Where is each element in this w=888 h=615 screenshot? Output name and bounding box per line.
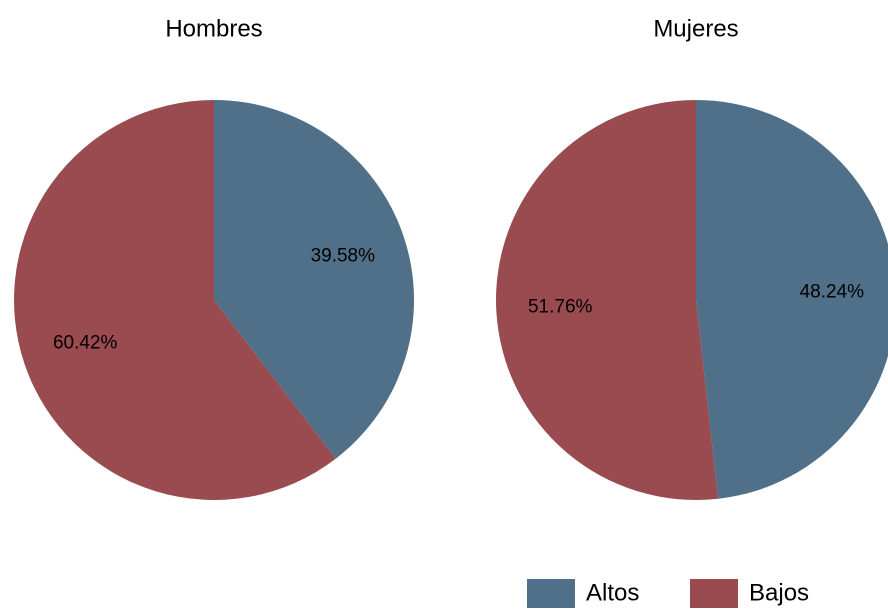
pie-slice-mujeres-bajos: [496, 100, 719, 501]
pie-panel-mujeres: Mujeres 48.24% 51.76%: [496, 15, 888, 501]
slice-label-mujeres-altos: 48.24%: [800, 282, 865, 303]
pie-slice-hombres-bajos: [14, 100, 336, 501]
slice-label-hombres-altos: 39.58%: [311, 245, 376, 266]
legend: Altos Bajos: [527, 579, 809, 608]
legend-swatch-altos: [527, 579, 575, 608]
pie-panel-hombres: Hombres 39.58% 60.42%: [14, 15, 415, 501]
legend-item-bajos: Bajos: [690, 579, 809, 608]
pie-title-mujeres: Mujeres: [653, 15, 738, 42]
legend-label-bajos: Bajos: [749, 579, 809, 606]
pie-slice-hombres-altos: [214, 100, 415, 459]
legend-item-altos: Altos: [527, 579, 639, 608]
legend-swatch-bajos: [690, 579, 738, 608]
pie-panels: Hombres 39.58% 60.42% Mujeres 48.24% 51.76%: [14, 15, 888, 501]
legend-label-altos: Altos: [586, 579, 639, 606]
slice-label-mujeres-bajos: 51.76%: [528, 297, 593, 318]
pie-slice-mujeres-altos: [696, 100, 888, 499]
pie-title-hombres: Hombres: [165, 15, 262, 42]
slice-label-hombres-bajos: 60.42%: [53, 333, 118, 354]
